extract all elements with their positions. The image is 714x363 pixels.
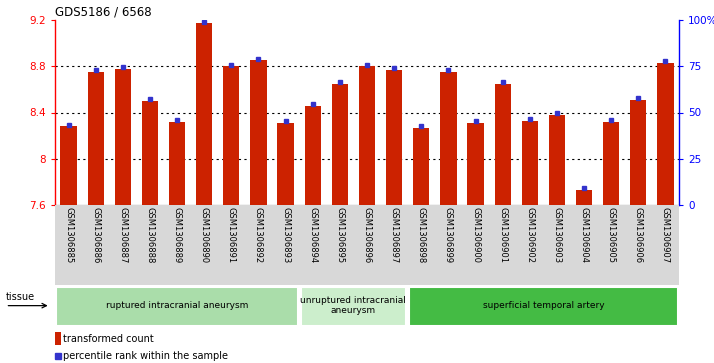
Text: GSM1306888: GSM1306888 — [146, 207, 154, 264]
Bar — [115, 69, 131, 205]
Text: GSM1306894: GSM1306894 — [308, 207, 317, 264]
Bar — [630, 100, 646, 205]
Bar — [386, 70, 402, 205]
Text: superficial temporal artery: superficial temporal artery — [483, 301, 604, 310]
Bar — [603, 122, 619, 205]
Text: GSM1306895: GSM1306895 — [336, 207, 344, 264]
Bar — [278, 123, 293, 205]
Text: GSM1306903: GSM1306903 — [553, 207, 561, 264]
Bar — [55, 332, 61, 345]
Bar — [576, 190, 592, 205]
Bar — [409, 287, 678, 326]
Text: GDS5186 / 6568: GDS5186 / 6568 — [55, 6, 151, 19]
Text: GSM1306891: GSM1306891 — [227, 207, 236, 264]
Text: GSM1306893: GSM1306893 — [281, 207, 290, 264]
Bar — [223, 66, 239, 205]
Bar — [658, 63, 673, 205]
Text: GSM1306907: GSM1306907 — [661, 207, 670, 264]
Bar — [196, 24, 212, 205]
Text: GSM1306892: GSM1306892 — [254, 207, 263, 264]
Text: GSM1306897: GSM1306897 — [390, 207, 398, 264]
Text: transformed count: transformed count — [63, 334, 154, 344]
Text: GSM1306898: GSM1306898 — [417, 207, 426, 264]
Text: GSM1306901: GSM1306901 — [498, 207, 507, 264]
Text: GSM1306887: GSM1306887 — [119, 207, 127, 264]
Text: GSM1306899: GSM1306899 — [444, 207, 453, 264]
Bar — [468, 123, 483, 205]
Bar — [61, 126, 76, 205]
Text: ruptured intracranial aneurysm: ruptured intracranial aneurysm — [106, 301, 248, 310]
Text: GSM1306902: GSM1306902 — [526, 207, 534, 264]
Text: GSM1306900: GSM1306900 — [471, 207, 480, 264]
Bar — [549, 115, 565, 205]
Text: GSM1306885: GSM1306885 — [64, 207, 73, 264]
Text: GSM1306889: GSM1306889 — [173, 207, 181, 264]
Bar — [169, 122, 185, 205]
Bar — [142, 101, 158, 205]
Text: GSM1306905: GSM1306905 — [607, 207, 615, 264]
Bar — [441, 72, 456, 205]
Bar — [359, 66, 375, 205]
Bar — [88, 72, 104, 205]
Bar — [332, 83, 348, 205]
Bar — [413, 127, 429, 205]
Bar — [305, 106, 321, 205]
Text: GSM1306896: GSM1306896 — [363, 207, 371, 264]
Bar — [251, 61, 266, 205]
Text: GSM1306906: GSM1306906 — [634, 207, 643, 264]
Text: GSM1306886: GSM1306886 — [91, 207, 100, 264]
Text: unruptured intracranial
aneurysm: unruptured intracranial aneurysm — [301, 296, 406, 315]
Text: percentile rank within the sample: percentile rank within the sample — [63, 351, 228, 361]
Bar — [522, 121, 538, 205]
Text: GSM1306904: GSM1306904 — [580, 207, 588, 264]
Bar — [56, 287, 298, 326]
Bar — [495, 83, 511, 205]
Bar — [301, 287, 406, 326]
Text: GSM1306890: GSM1306890 — [200, 207, 208, 264]
Text: tissue: tissue — [6, 292, 34, 302]
